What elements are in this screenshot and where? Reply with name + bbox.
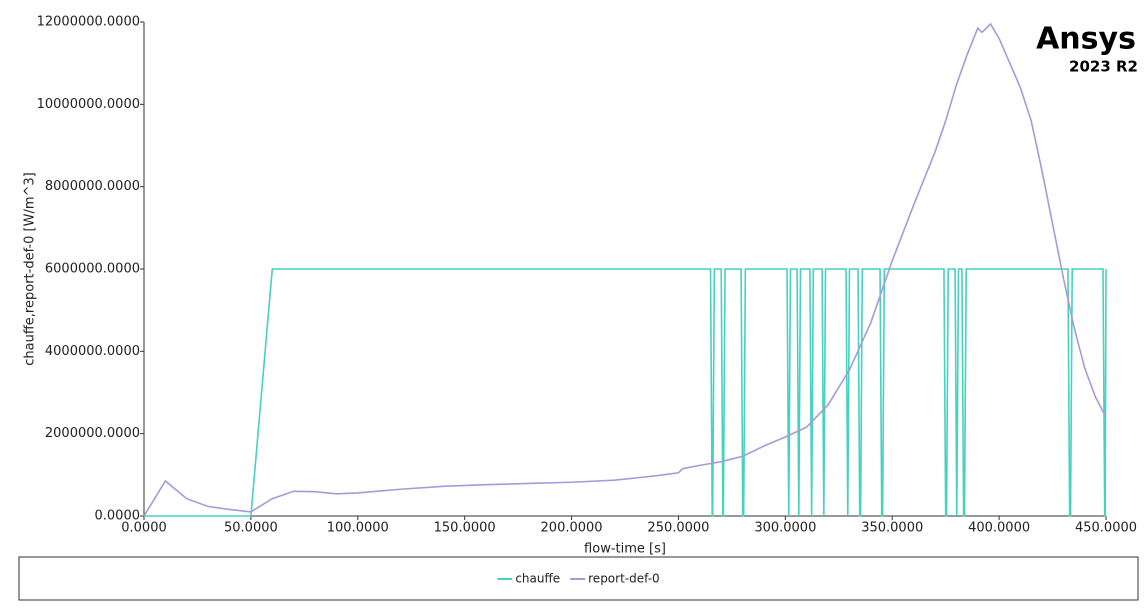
y-axis-label: chauffe,report-def-0 [W/m^3] — [23, 172, 38, 366]
legend-label: report-def-0 — [588, 572, 660, 586]
logo-brand: Ansys — [1036, 22, 1136, 57]
y-tick-label: 8000000.0000 — [45, 179, 140, 194]
x-tick-label: 250.0000 — [647, 521, 709, 536]
legend-label: chauffe — [515, 572, 560, 586]
logo-version: 2023 R2 — [1069, 58, 1138, 76]
x-tick-label: 100.0000 — [327, 521, 389, 536]
x-tick-label: 300.0000 — [754, 521, 816, 536]
y-tick-label: 4000000.0000 — [45, 344, 140, 359]
y-tick-label: 2000000.0000 — [45, 426, 140, 441]
x-axis-label: flow-time [s] — [584, 542, 666, 557]
legend-box — [18, 556, 1139, 601]
series-line — [144, 268, 1107, 517]
x-tick-label: 400.0000 — [968, 521, 1030, 536]
x-tick-label: 200.0000 — [541, 521, 603, 536]
y-tick-label: 0.0000 — [95, 509, 141, 524]
y-tick-label: 12000000.0000 — [37, 15, 140, 30]
y-tick-label: 10000000.0000 — [37, 97, 140, 112]
x-tick-label: 150.0000 — [434, 521, 496, 536]
x-tick-label: 0.0000 — [121, 521, 167, 536]
x-tick-label: 350.0000 — [861, 521, 923, 536]
x-tick-label: 50.0000 — [224, 521, 278, 536]
x-tick-label: 450.0000 — [1075, 521, 1137, 536]
y-tick-label: 6000000.0000 — [45, 262, 140, 277]
series-line — [143, 22, 1107, 517]
